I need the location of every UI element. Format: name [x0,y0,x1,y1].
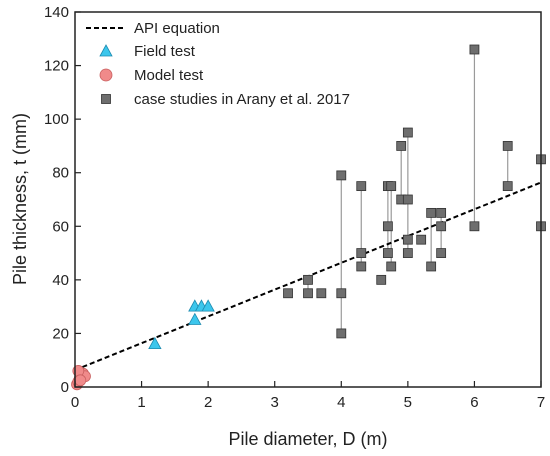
x-tick-label: 2 [204,394,212,411]
case-study-marker [436,221,447,232]
y-tick-label: 120 [44,58,69,75]
x-tick-label: 4 [337,394,345,411]
y-tick-label: 60 [52,218,69,235]
field-test-markers [148,299,215,350]
case-study-marker [469,221,480,232]
case-study-marker [402,194,413,205]
legend: API equation Field test Model test case … [86,20,350,108]
field-test-marker [188,312,202,325]
case-study-marker [469,44,480,55]
case-study-marker [402,127,413,138]
y-tick-label: 100 [44,111,69,128]
case-study-marker [426,207,437,218]
case-study-marker [303,288,313,299]
case-study-marker [303,274,313,285]
x-tick-label: 7 [537,394,545,411]
x-axis: 0 1 2 3 4 5 6 7 [71,381,545,411]
x-tick-label: 5 [404,394,412,411]
legend-field-label: Field test [134,43,196,60]
case-study-marker [396,141,407,151]
y-tick-label: 0 [61,379,69,396]
legend-model-swatch [99,68,113,82]
case-study-marker [426,261,437,272]
case-study-marker [436,248,447,258]
case-study-marker [502,181,513,192]
field-test-marker [148,336,162,350]
y-tick-label: 40 [52,272,69,289]
case-study-marker [416,234,427,245]
model-test-marker [74,374,87,387]
y-axis: 0 20 40 60 80 100 120 140 [44,4,81,396]
case-study-marker [283,288,293,299]
case-study-marker [382,221,393,232]
case-study-marker [402,248,413,258]
legend-case-swatch [101,94,111,104]
y-tick-label: 80 [52,165,69,182]
case-study-marker [356,181,367,192]
plot-frame [74,11,542,388]
case-study-marker [356,248,367,258]
y-axis-label: Pile thickness, t (mm) [10,113,30,285]
legend-field-swatch [99,44,113,57]
field-test-marker [201,299,215,312]
x-tick-label: 6 [470,394,478,411]
x-axis-label: Pile diameter, D (m) [228,429,387,449]
case-study-markers [283,44,546,339]
legend-case-label: case studies in Arany et al. 2017 [134,91,350,108]
case-study-marker [436,207,447,218]
case-study-marker [402,234,413,245]
case-study-marker [336,170,347,181]
legend-api-label: API equation [134,20,220,37]
x-tick-label: 3 [271,394,279,411]
case-study-marker [386,261,397,272]
case-study-marker [376,274,387,285]
case-study-marker [386,181,397,192]
x-tick-label: 0 [71,394,79,411]
case-study-marker [336,328,347,339]
case-study-marker [502,141,513,151]
case-study-marker [356,261,367,272]
case-study-marker [336,288,347,299]
legend-model-label: Model test [134,67,204,84]
case-study-marker [382,248,393,258]
case-study-marker [316,288,327,299]
y-tick-label: 20 [52,325,69,342]
y-tick-label: 140 [44,4,69,21]
x-tick-label: 1 [137,394,145,411]
